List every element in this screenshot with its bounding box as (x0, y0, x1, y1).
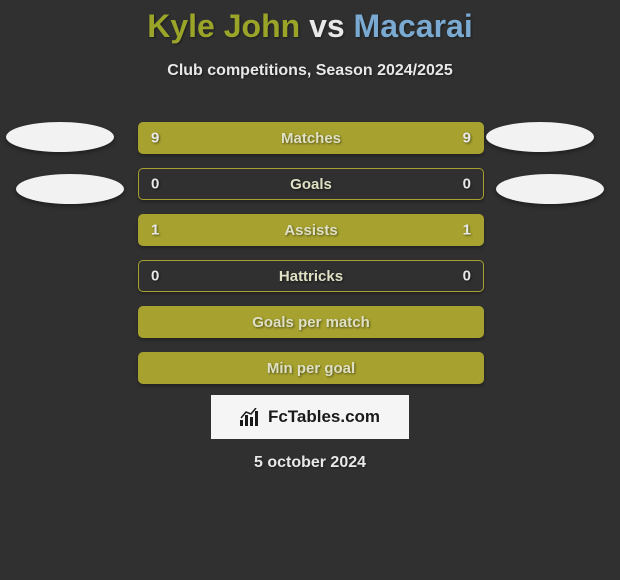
title-player-left: Kyle John (147, 8, 300, 44)
stat-label: Hattricks (279, 268, 343, 285)
stat-label: Matches (281, 130, 341, 147)
title-vs: vs (300, 8, 353, 44)
stat-value-left: 1 (151, 222, 159, 239)
date-text: 5 october 2024 (0, 454, 620, 472)
stat-value-left: 9 (151, 130, 159, 147)
stat-value-right: 9 (463, 130, 471, 147)
watermark-text: FcTables.com (268, 407, 380, 427)
stat-row: Goals 0 0 (138, 168, 484, 200)
player-left-badge-2 (16, 174, 124, 204)
subtitle: Club competitions, Season 2024/2025 (0, 62, 620, 80)
stat-label: Goals per match (252, 314, 370, 331)
stat-row: Goals per match (138, 306, 484, 338)
stat-rows-container: Matches99Goals00Assists11Hattricks00Goal… (138, 122, 484, 398)
stat-label: Goals (290, 176, 332, 193)
comparison-infographic: Kyle John vs Macarai Club competitions, … (0, 0, 620, 580)
page-title: Kyle John vs Macarai (0, 8, 620, 45)
title-player-right: Macarai (354, 8, 473, 44)
stat-row: Matches 9 9 (138, 122, 484, 154)
stat-value-left: 0 (151, 176, 159, 193)
stat-value-left: 0 (151, 268, 159, 285)
stat-value-right: 0 (463, 268, 471, 285)
watermark: FcTables.com (211, 395, 409, 439)
stat-label: Assists (284, 222, 337, 239)
player-right-badge-1 (486, 122, 594, 152)
stat-row: Assists 1 1 (138, 214, 484, 246)
stat-value-right: 0 (463, 176, 471, 193)
player-right-badge-2 (496, 174, 604, 204)
stat-label: Min per goal (267, 360, 355, 377)
stat-row: Min per goal (138, 352, 484, 384)
stat-value-right: 1 (463, 222, 471, 239)
stat-row: Hattricks 0 0 (138, 260, 484, 292)
player-left-badge-1 (6, 122, 114, 152)
bars-icon (240, 408, 262, 426)
